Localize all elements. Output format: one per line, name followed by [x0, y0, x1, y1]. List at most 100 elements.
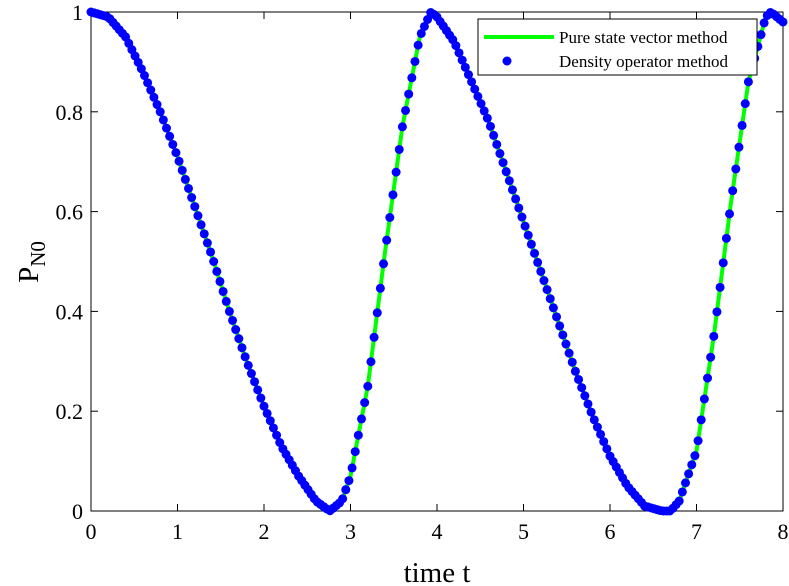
data-point-density-operator: [725, 209, 735, 219]
data-point-density-operator: [394, 144, 404, 154]
x-tick-label: 0: [86, 519, 97, 544]
plot-area: [86, 7, 788, 516]
data-point-density-operator: [479, 106, 489, 116]
y-tick-label: 0.6: [56, 200, 84, 225]
data-point-density-operator: [206, 247, 216, 257]
data-point-density-operator: [338, 494, 348, 504]
series-line-pure-state: [90, 10, 785, 513]
data-point-density-operator: [388, 190, 398, 200]
data-point-density-operator: [507, 185, 517, 195]
data-point-density-operator: [136, 64, 146, 74]
data-point-density-operator: [602, 444, 612, 454]
data-point-density-operator: [473, 91, 483, 101]
x-tick-label: 2: [259, 519, 270, 544]
data-point-density-operator: [533, 257, 543, 267]
data-point-density-operator: [184, 183, 194, 193]
y-tick-label: 1: [72, 0, 83, 25]
data-point-density-operator: [259, 401, 269, 411]
data-point-density-operator: [410, 56, 420, 66]
data-point-density-operator: [545, 294, 555, 304]
data-point-density-operator: [168, 139, 178, 149]
data-point-density-operator: [690, 451, 700, 461]
data-point-density-operator: [177, 165, 187, 175]
data-point-density-operator: [262, 408, 272, 418]
data-point-density-operator: [583, 399, 593, 409]
data-point-density-operator: [592, 422, 602, 432]
x-tick-label: 8: [778, 519, 789, 544]
y-tick-label: 0: [72, 499, 83, 524]
data-point-density-operator: [454, 48, 464, 58]
axes: [90, 11, 784, 512]
data-point-density-operator: [699, 394, 709, 404]
data-point-density-operator: [344, 476, 354, 486]
data-point-density-operator: [234, 334, 244, 344]
data-point-density-operator: [520, 221, 530, 231]
x-tick-label: 6: [605, 519, 616, 544]
data-point-density-operator: [385, 213, 395, 222]
data-point-density-operator: [492, 139, 502, 149]
data-point-density-operator: [463, 70, 473, 80]
data-point-density-operator: [721, 233, 731, 243]
data-point-density-operator: [146, 85, 156, 95]
y-tick-label: 0.4: [56, 299, 84, 324]
data-point-density-operator: [341, 485, 351, 495]
data-point-density-operator: [246, 369, 256, 379]
data-point-density-operator: [467, 77, 477, 87]
data-point-density-operator: [369, 332, 379, 342]
data-point-density-operator: [451, 41, 461, 51]
data-point-density-operator: [193, 211, 203, 221]
y-tick-label: 0.8: [56, 100, 84, 125]
data-point-density-operator: [778, 17, 788, 27]
data-point-density-operator: [693, 436, 703, 446]
data-point-density-operator: [350, 447, 360, 457]
data-point-density-operator: [404, 89, 414, 99]
data-point-density-operator: [360, 398, 370, 408]
data-point-density-operator: [526, 239, 536, 249]
data-point-density-operator: [155, 107, 165, 117]
data-point-density-operator: [256, 393, 266, 403]
data-point-density-operator: [457, 55, 467, 65]
data-point-density-operator: [416, 28, 426, 38]
data-point-density-operator: [243, 360, 253, 370]
data-point-density-operator: [574, 374, 584, 384]
data-point-density-operator: [199, 229, 209, 239]
y-axis-label-sub: N0: [26, 241, 50, 267]
data-point-density-operator: [171, 148, 181, 158]
data-point-density-operator: [202, 238, 212, 248]
data-point-density-operator: [504, 176, 514, 186]
data-point-density-operator: [570, 366, 580, 376]
data-point-density-operator: [265, 416, 275, 426]
data-point-density-operator: [228, 315, 238, 325]
data-point-density-operator: [589, 415, 599, 425]
data-point-density-operator: [152, 100, 162, 110]
data-point-density-operator: [382, 235, 392, 245]
data-point-density-operator: [165, 131, 175, 141]
data-point-density-operator: [476, 99, 486, 109]
data-point-density-operator: [552, 312, 562, 322]
data-point-density-operator: [530, 248, 540, 258]
data-point-density-operator: [677, 487, 687, 497]
data-point-density-operator: [703, 373, 713, 383]
data-point-density-operator: [523, 230, 533, 240]
data-point-density-operator: [357, 414, 367, 424]
data-point-density-operator: [498, 158, 508, 168]
data-point-density-operator: [580, 391, 590, 401]
x-tick-label: 3: [345, 519, 356, 544]
data-point-density-operator: [379, 259, 389, 269]
data-point-density-operator: [696, 415, 706, 425]
data-point-density-operator: [561, 339, 571, 349]
legend-label-density-operator: Density operator method: [559, 52, 729, 71]
data-point-density-operator: [240, 352, 250, 362]
data-point-density-operator: [221, 296, 231, 306]
data-point-density-operator: [366, 357, 376, 367]
data-point-density-operator: [253, 385, 263, 395]
data-point-density-operator: [187, 193, 197, 203]
y-axis-label-main: P: [13, 267, 45, 283]
x-axis-label: time t: [404, 557, 471, 586]
data-point-density-operator: [218, 286, 228, 296]
x-tick-label: 4: [432, 519, 443, 544]
data-point-density-operator: [215, 276, 225, 286]
data-point-density-operator: [407, 73, 417, 83]
data-point-density-operator: [577, 383, 587, 393]
